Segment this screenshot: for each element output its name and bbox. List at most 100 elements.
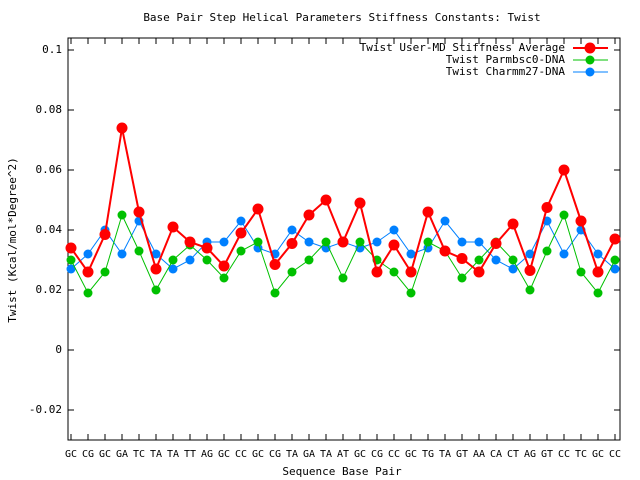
point: [609, 233, 621, 245]
point: [559, 210, 569, 220]
point: [184, 236, 196, 248]
point: [576, 267, 586, 277]
point: [252, 203, 264, 215]
point: [134, 246, 144, 256]
point: [593, 249, 603, 259]
x-tick-label: GT: [456, 449, 468, 460]
x-tick-label: TT: [184, 449, 196, 460]
point: [491, 255, 501, 265]
x-tick-label: GC: [218, 449, 230, 460]
point: [440, 216, 450, 226]
point: [151, 249, 161, 259]
point: [542, 246, 552, 256]
x-tick-label: TC: [133, 449, 145, 460]
point: [610, 264, 620, 274]
point: [168, 264, 178, 274]
point: [133, 206, 145, 218]
point: [202, 255, 212, 265]
x-tick-label: TG: [422, 449, 434, 460]
series-line: [70, 127, 616, 275]
x-tick-label: CC: [609, 449, 621, 460]
point: [286, 238, 298, 249]
point: [558, 164, 570, 176]
point: [219, 237, 229, 247]
x-tick-label: AG: [524, 449, 536, 460]
point: [321, 237, 331, 247]
x-tick-label: GT: [541, 449, 553, 460]
y-tick-label: 0.1: [42, 43, 62, 56]
legend-label: Twist User-MD Stiffness Average: [360, 41, 565, 54]
point: [507, 218, 519, 230]
point: [355, 237, 365, 247]
legend-label: Twist Charmm27-DNA: [446, 65, 566, 78]
x-tick-label: TA: [320, 449, 332, 460]
point: [405, 266, 417, 278]
y-tick-label: -0.02: [29, 403, 62, 416]
x-tick-label: TC: [575, 449, 587, 460]
point: [474, 255, 484, 265]
x-tick-label: AT: [337, 449, 349, 460]
point: [338, 273, 348, 283]
x-tick-label: AG: [201, 449, 213, 460]
point: [473, 266, 485, 278]
x-tick-label: CC: [388, 449, 400, 460]
point: [610, 255, 620, 265]
point: [235, 227, 247, 239]
legend-marker: [585, 55, 595, 65]
x-tick-label: TA: [150, 449, 162, 460]
x-tick-label: TA: [167, 449, 179, 460]
point: [304, 237, 314, 247]
point: [525, 249, 535, 259]
x-tick-label: CG: [269, 449, 281, 460]
x-tick-label: GC: [99, 449, 111, 460]
point: [423, 237, 433, 247]
x-tick-label: CT: [507, 449, 519, 460]
legend-label: Twist Parmbsc0-DNA: [446, 53, 566, 66]
point: [218, 260, 230, 272]
point: [389, 267, 399, 277]
point: [116, 122, 128, 134]
point: [167, 221, 179, 233]
point: [100, 267, 110, 277]
x-tick-label: TA: [439, 449, 451, 460]
point: [541, 202, 553, 213]
point: [354, 197, 366, 209]
point: [457, 273, 467, 283]
point: [65, 242, 77, 254]
point: [524, 265, 536, 276]
point: [151, 285, 161, 295]
legend-marker: [584, 42, 596, 54]
point: [320, 194, 332, 206]
point: [287, 225, 297, 235]
point: [525, 285, 535, 295]
x-tick-label: CG: [82, 449, 94, 460]
point: [253, 237, 263, 247]
x-tick-label: GC: [65, 449, 77, 460]
y-tick-label: 0.06: [36, 163, 63, 176]
point: [456, 253, 468, 264]
point: [406, 249, 416, 259]
point: [303, 209, 315, 221]
point: [99, 229, 111, 240]
point: [592, 266, 604, 278]
y-tick-label: 0: [55, 343, 62, 356]
point: [66, 264, 76, 274]
point: [83, 249, 93, 259]
point: [287, 267, 297, 277]
y-tick-label: 0.02: [36, 283, 63, 296]
point: [185, 255, 195, 265]
x-tick-label: AA: [473, 449, 485, 460]
point: [201, 242, 213, 254]
x-tick-label: GA: [303, 449, 315, 460]
point: [457, 237, 467, 247]
point: [575, 215, 587, 227]
point: [508, 255, 518, 265]
point: [490, 238, 502, 249]
point: [117, 210, 127, 220]
point: [593, 288, 603, 298]
point: [337, 236, 349, 248]
point: [117, 249, 127, 259]
chart-title: Base Pair Step Helical Parameters Stiffn…: [143, 11, 540, 24]
point: [269, 259, 281, 270]
